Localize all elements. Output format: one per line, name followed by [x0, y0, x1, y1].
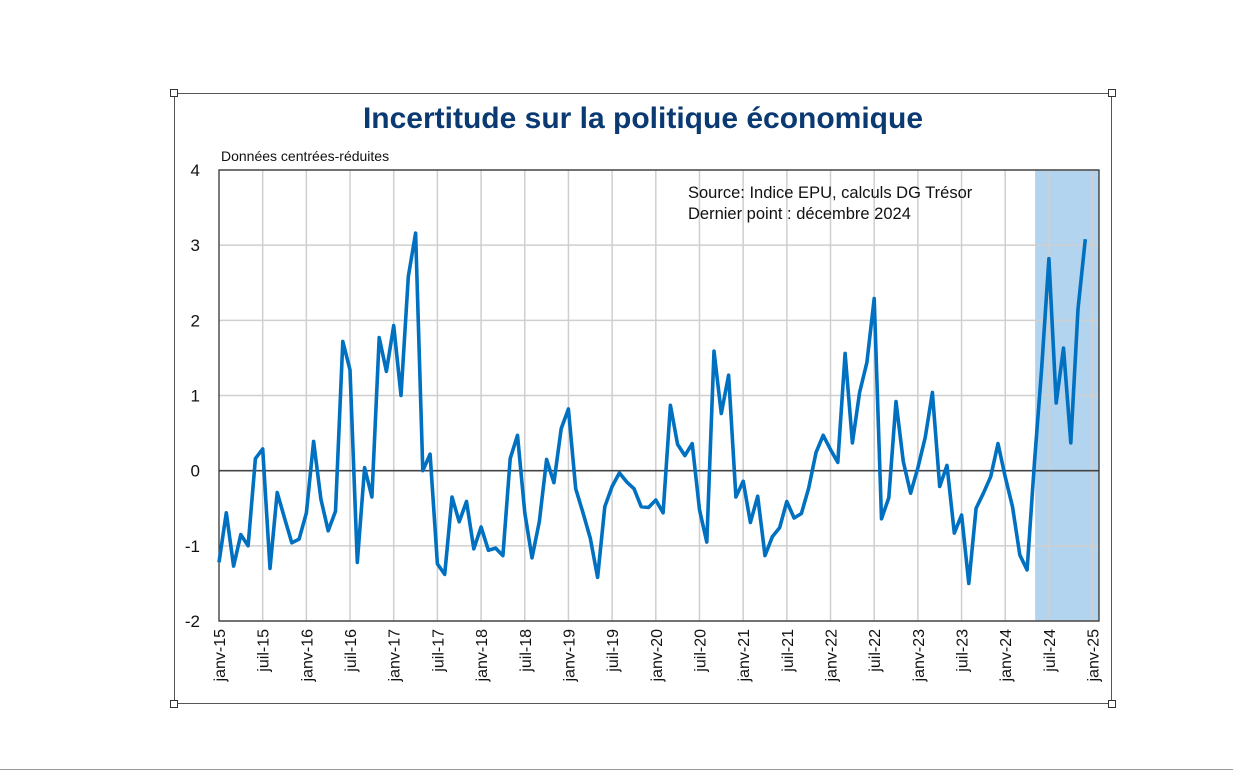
x-tick-label: janv-16 — [299, 629, 316, 683]
chart-title: Incertitude sur la politique économique — [362, 102, 924, 135]
x-tick-label: janv-17 — [387, 629, 404, 683]
x-tick-label: janv-20 — [649, 629, 666, 683]
y-tick-label: 2 — [191, 311, 200, 330]
plot-area — [218, 169, 1100, 622]
source-note: Source: Indice EPU, calculs DG Trésor De… — [688, 183, 972, 225]
x-tick-label: juil-24 — [1042, 629, 1059, 673]
y-tick-label: 0 — [191, 462, 200, 481]
x-tick-label: juil-22 — [867, 629, 884, 673]
chart-subtitle: Données centrées-réduites — [221, 148, 390, 164]
x-tick-label: janv-18 — [474, 629, 491, 683]
x-tick-label: janv-25 — [1086, 629, 1103, 683]
x-tick-label: juil-15 — [256, 629, 273, 673]
x-tick-label: juil-21 — [780, 629, 797, 673]
page-divider — [0, 769, 1233, 770]
resize-handle-top-left[interactable] — [170, 89, 178, 97]
x-tick-label: janv-21 — [736, 629, 753, 683]
y-tick-label: 4 — [191, 161, 200, 180]
resize-handle-bottom-right[interactable] — [1108, 700, 1116, 708]
chart-frame[interactable] — [174, 93, 1112, 704]
y-tick-label: -1 — [185, 537, 200, 556]
x-tick-label: janv-23 — [911, 629, 928, 683]
x-tick-label: janv-22 — [824, 629, 841, 683]
x-tick-label: juil-20 — [692, 629, 709, 673]
y-tick-label: 1 — [191, 387, 200, 406]
x-tick-label: janv-19 — [561, 629, 578, 683]
source-line: Source: Indice EPU, calculs DG Trésor — [688, 184, 973, 202]
x-tick-label: janv-15 — [212, 629, 229, 683]
last-point-line: Dernier point : décembre 2024 — [688, 205, 911, 223]
x-tick-label: juil-18 — [518, 629, 535, 673]
y-tick-label: 3 — [191, 236, 200, 255]
resize-handle-top-right[interactable] — [1108, 89, 1116, 97]
resize-handle-bottom-left[interactable] — [170, 700, 178, 708]
x-tick-label: juil-16 — [343, 629, 360, 673]
x-tick-label: juil-23 — [955, 629, 972, 673]
x-tick-label: janv-24 — [998, 629, 1015, 683]
x-tick-label: juil-19 — [605, 629, 622, 673]
y-tick-label: -2 — [185, 612, 200, 631]
x-tick-label: juil-17 — [430, 629, 447, 673]
series-line — [217, 231, 1088, 586]
